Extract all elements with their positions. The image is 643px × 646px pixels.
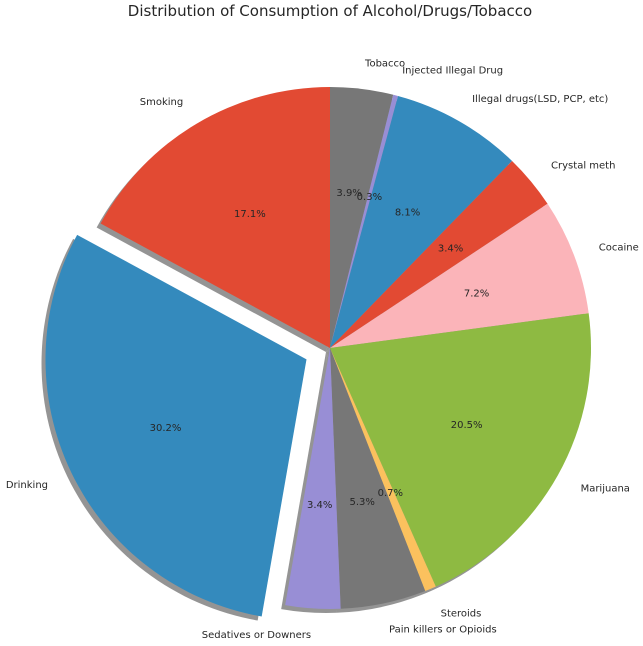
category-label-smoking: Smoking: [140, 97, 183, 108]
category-label-pain-killers-or-opioids: Pain killers or Opioids: [389, 624, 497, 635]
pct-label-sedatives-or-downers: 3.4%: [307, 500, 332, 511]
category-label-steroids: Steroids: [441, 608, 482, 619]
category-label-illegal-drugs-lsd-pcp-etc: Illegal drugs(LSD, PCP, etc): [472, 94, 608, 105]
slice-illegal-drugs-lsd-pcp-etc: [330, 96, 513, 348]
slice-cocaine: [330, 203, 589, 348]
pct-label-drinking: 30.2%: [150, 423, 182, 434]
pct-label-pain-killers-or-opioids: 5.3%: [350, 497, 375, 508]
pct-label-tobacco: 3.9%: [336, 188, 361, 199]
slice-marijuana: [330, 313, 591, 587]
slice-smoking: [100, 87, 330, 348]
slice-pain-killers-or-opioids: [330, 348, 426, 609]
category-label-sedatives-or-downers: Sedatives or Downers: [202, 630, 311, 641]
slice-injected-illegal-drug: [330, 94, 399, 348]
slice-crystal-meth: [330, 160, 548, 348]
category-label-injected-illegal-drug: Injected Illegal Drug: [402, 66, 503, 77]
pct-label-injected-illegal-drug: 0.3%: [357, 192, 382, 203]
category-label-tobacco: Tobacco: [364, 59, 405, 70]
category-label-crystal-meth: Crystal meth: [551, 160, 615, 171]
pct-label-smoking: 17.1%: [234, 209, 266, 220]
pct-label-cocaine: 7.2%: [464, 288, 489, 299]
pct-label-crystal-meth: 3.4%: [438, 244, 463, 255]
slices: [45, 87, 591, 617]
percent-labels: 3.9%0.3% 8.1% 3.4% 7.2% 20.5% 0.7%5.3% 3.4% 30.…: [150, 188, 490, 511]
slice-drinking: [45, 234, 307, 617]
pct-label-illegal-drugs-lsd-pcp-etc: 8.1%: [395, 207, 420, 218]
category-label-cocaine: Cocaine: [599, 243, 639, 254]
slice-sedatives-or-downers: [285, 348, 341, 609]
category-label-marijuana: Marijuana: [581, 484, 630, 495]
slice-steroids: [330, 348, 436, 592]
slice-tobacco: [330, 87, 394, 348]
pct-label-marijuana: 20.5%: [451, 420, 483, 431]
category-label-drinking: Drinking: [6, 480, 48, 491]
pct-label-steroids: 0.7%: [378, 488, 403, 499]
chart-title: Distribution of Consumption of Alcohol/D…: [128, 2, 532, 20]
